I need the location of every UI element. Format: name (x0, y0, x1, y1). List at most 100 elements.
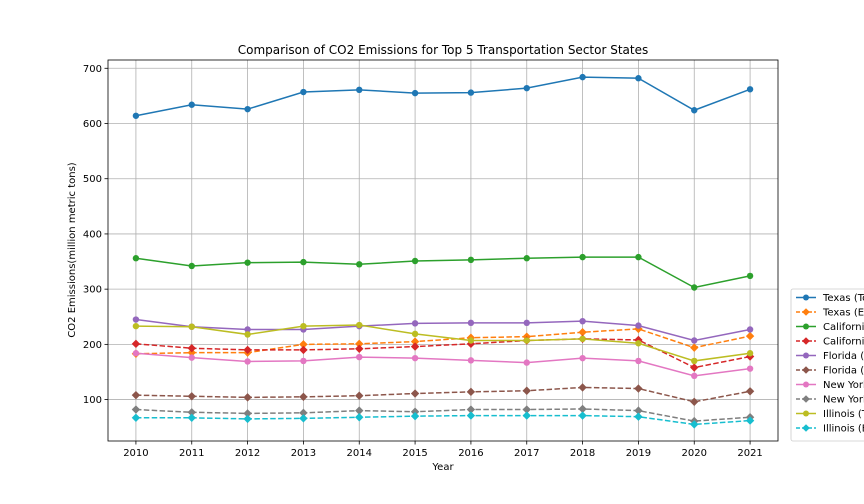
data-point (355, 344, 364, 353)
data-point (579, 253, 586, 261)
data-point (410, 407, 420, 416)
x-tick-label: 2016 (458, 448, 483, 459)
data-point (411, 354, 419, 362)
data-point (690, 363, 699, 372)
series-2 (131, 324, 755, 358)
data-point (634, 384, 643, 393)
y-tick-label: 500 (83, 174, 102, 185)
legend-label: Californi (823, 337, 864, 348)
series-6 (131, 383, 755, 406)
data-point (691, 107, 698, 114)
legend-item: Illinois (T (796, 409, 864, 420)
data-point (187, 392, 196, 401)
data-point (410, 389, 420, 398)
series-line (135, 414, 751, 426)
data-point (745, 416, 755, 425)
data-point (411, 257, 419, 265)
x-tick-label: 2018 (570, 448, 595, 459)
data-point (691, 284, 698, 291)
data-point (579, 335, 586, 343)
data-point (635, 75, 642, 82)
x-tick-label: 2021 (737, 448, 762, 459)
series-line (135, 324, 751, 362)
legend: Texas (To Texas (E Californi Californi Flori… (790, 288, 864, 442)
legend-item: Florida ( (796, 351, 864, 362)
data-point (300, 88, 307, 96)
data-point (522, 411, 531, 420)
data-point (523, 255, 530, 262)
data-point (634, 406, 643, 415)
data-point (466, 387, 476, 397)
data-point (467, 337, 475, 344)
data-point (356, 86, 363, 94)
legend-item: New York (796, 380, 864, 391)
data-point (746, 365, 754, 372)
x-tick-label: 2010 (123, 448, 148, 459)
data-point (131, 339, 141, 349)
data-point (244, 358, 251, 365)
legend-label: New York (823, 395, 864, 406)
data-point (745, 387, 755, 396)
data-point (635, 322, 642, 329)
data-point (578, 411, 587, 420)
x-tick-label: 2011 (179, 448, 204, 459)
data-point (690, 397, 699, 406)
series-10 (131, 411, 755, 429)
x-tick-label: 2013 (291, 448, 316, 459)
data-point (131, 390, 141, 400)
data-point (523, 319, 530, 327)
legend-label: Florida ( (823, 366, 864, 377)
data-point (467, 89, 475, 96)
series-line (135, 318, 751, 342)
data-point (187, 344, 196, 353)
legend-item: Texas (To (796, 293, 864, 304)
legend-label: Texas (To (822, 293, 864, 304)
x-tick-label: 2019 (626, 448, 651, 459)
data-point (300, 322, 307, 330)
data-point (523, 359, 530, 366)
data-point (132, 322, 140, 330)
legend-marker (802, 337, 810, 345)
legend-label: Florida ( (823, 351, 864, 362)
legend-marker (802, 395, 810, 403)
data-point (411, 89, 419, 97)
data-point (187, 408, 196, 417)
series-3 (132, 253, 754, 291)
legend-marker (803, 323, 809, 330)
data-point (243, 345, 252, 355)
data-point (691, 337, 698, 344)
x-axis: 2010 2011 2012 2013 2014 2015 2016 2017 2018 2019… (123, 441, 763, 459)
y-tick-label: 300 (83, 285, 102, 296)
data-point (690, 343, 699, 352)
data-point (299, 340, 308, 349)
data-point (244, 326, 251, 333)
data-point (299, 392, 308, 402)
series-1 (132, 73, 754, 119)
x-tick-label: 2020 (682, 448, 707, 459)
series-8 (131, 404, 755, 426)
data-point (243, 393, 252, 402)
series-5 (132, 316, 754, 344)
data-point (467, 319, 475, 327)
data-point (355, 339, 364, 349)
chart-title: Comparison of CO2 Emissions for Top 5 Tr… (238, 43, 648, 57)
data-point (132, 350, 140, 357)
data-point (356, 321, 363, 329)
legend-item: New York (796, 395, 864, 406)
data-point (188, 101, 195, 108)
legend-marker (803, 352, 809, 359)
plot-area-frame (107, 59, 779, 442)
x-tick-label: 2012 (235, 448, 260, 459)
data-point (356, 261, 363, 268)
data-point (131, 413, 141, 423)
data-point (746, 326, 754, 333)
data-point (300, 258, 307, 266)
data-point (244, 331, 251, 338)
data-point (466, 405, 476, 414)
data-point (635, 253, 642, 261)
data-point (745, 331, 755, 341)
data-point (746, 350, 754, 357)
data-point (579, 354, 586, 362)
y-axis: 100 200 300 400 500 600 700 (83, 64, 108, 406)
legend-marker (803, 294, 809, 301)
